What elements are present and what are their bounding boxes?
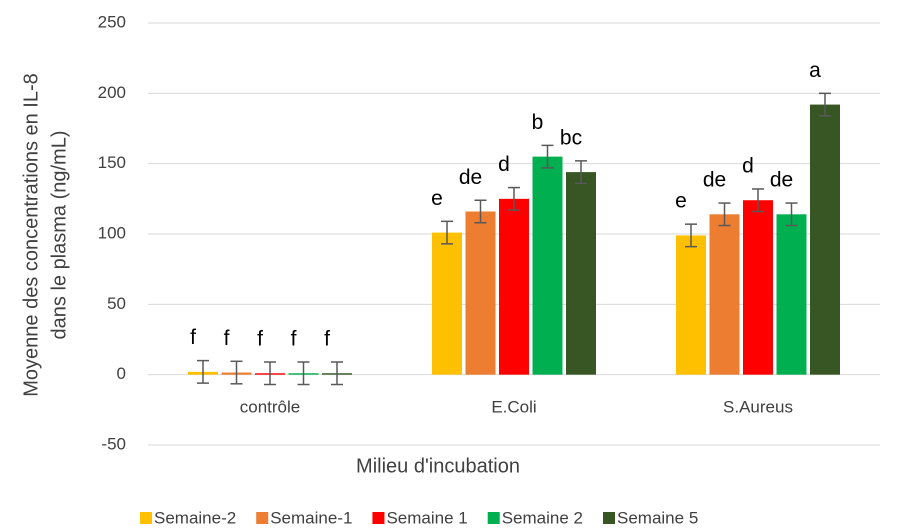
bar [743,200,773,375]
annotation: de [703,169,726,192]
annotation: de [459,166,482,189]
x-tick-label: contrôle [240,397,300,416]
x-tick-label: E.Coli [491,397,536,416]
annotation: f [224,327,230,350]
bar [566,172,596,375]
bar [499,198,529,375]
annotation: e [431,187,443,210]
legend-swatch [487,512,500,524]
annotation: f [190,326,196,349]
bar [465,211,496,375]
y-tick-label: 50 [107,294,126,313]
y-tick-label: 100 [98,223,126,242]
legend-label: Semaine 2 [502,508,583,527]
annotation: a [809,59,821,82]
legend-label: Semaine-2 [154,508,236,527]
annotation: d [742,155,754,178]
y-axis-label: dans le plasma (ng/mL) [48,131,70,340]
bar [532,156,563,375]
annotation: de [770,169,793,192]
legend-swatch [603,512,615,524]
x-tick-label: S.Aureus [723,397,793,416]
y-axis-label: Moyenne des concentrations en IL-8 [20,73,42,397]
y-tick-label: 200 [98,83,126,102]
x-axis-label: Milieu d'incubation [356,455,520,477]
bar [810,104,840,375]
annotation: f [257,328,263,351]
annotation: bc [560,126,582,149]
legend-swatch [256,512,269,524]
annotation: b [532,111,544,134]
bar [776,214,807,375]
annotation: e [675,190,687,213]
bar [709,214,740,375]
bar [432,232,462,375]
legend-label: Semaine 5 [617,508,698,527]
legend-label: Semaine-1 [270,508,352,527]
legend-swatch [140,512,152,524]
annotation: f [324,328,330,351]
legend-swatch [372,512,385,524]
annotation: f [291,328,297,351]
legend-label: Semaine 1 [386,508,467,527]
annotation: d [498,153,510,176]
y-tick-label: 150 [98,153,126,172]
bar [676,235,706,375]
y-tick-label: 0 [117,364,126,383]
y-tick-label: 250 [98,12,126,31]
y-tick-label: -50 [101,434,126,453]
